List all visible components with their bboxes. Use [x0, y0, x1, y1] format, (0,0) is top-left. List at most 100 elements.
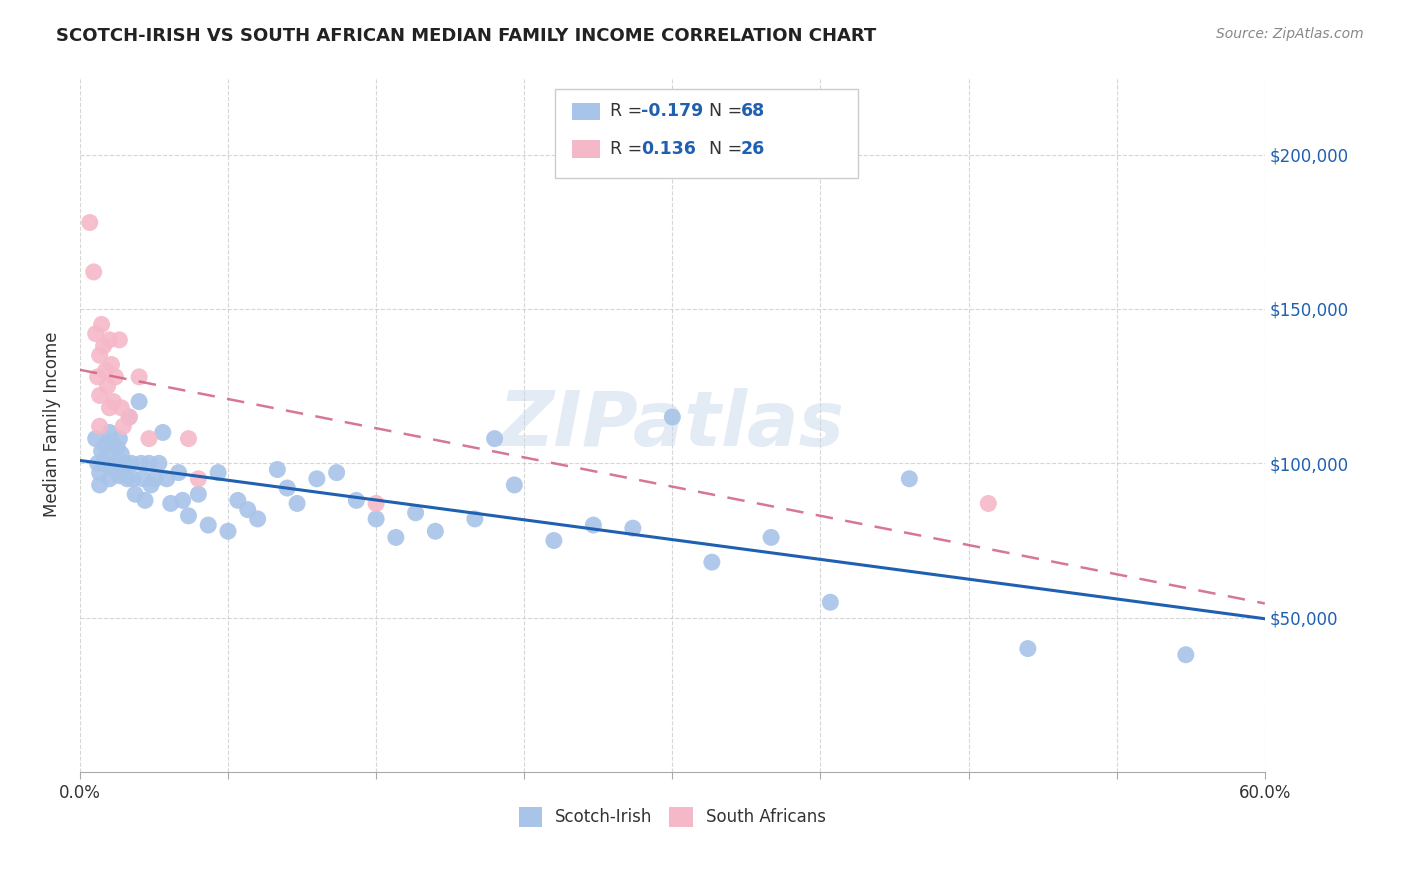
Point — [98, 333, 121, 347]
Point — [325, 466, 347, 480]
Point — [172, 493, 194, 508]
Point — [207, 466, 229, 480]
Point — [266, 462, 288, 476]
Point — [138, 432, 160, 446]
Point — [197, 518, 219, 533]
Point — [84, 326, 107, 341]
Point — [122, 472, 145, 486]
Point — [405, 506, 427, 520]
Point — [128, 394, 150, 409]
Point — [89, 388, 111, 402]
Point — [977, 496, 1000, 510]
Point — [385, 530, 408, 544]
Point — [503, 478, 526, 492]
Point — [112, 462, 135, 476]
Point — [187, 487, 209, 501]
Point — [96, 379, 118, 393]
Point — [86, 370, 108, 384]
Text: 0.136: 0.136 — [641, 140, 696, 158]
Point — [820, 595, 842, 609]
Point — [129, 456, 152, 470]
Text: N =: N = — [709, 140, 748, 158]
Point — [226, 493, 249, 508]
Legend: Scotch-Irish, South Africans: Scotch-Irish, South Africans — [512, 801, 832, 833]
Point — [152, 425, 174, 440]
Point — [132, 472, 155, 486]
Point — [177, 432, 200, 446]
Point — [139, 478, 162, 492]
Point — [425, 524, 447, 539]
Point — [89, 478, 111, 492]
Point — [96, 450, 118, 465]
Point — [759, 530, 782, 544]
Point — [117, 472, 139, 486]
Point — [90, 318, 112, 332]
Point — [103, 456, 125, 470]
Point — [700, 555, 723, 569]
Point — [105, 441, 128, 455]
Text: N =: N = — [709, 103, 748, 120]
Point — [156, 472, 179, 486]
Point — [110, 401, 132, 415]
Point — [100, 434, 122, 449]
Text: R =: R = — [610, 140, 648, 158]
Text: -0.179: -0.179 — [641, 103, 703, 120]
Point — [898, 472, 921, 486]
Point — [148, 456, 170, 470]
Point — [236, 502, 259, 516]
Point — [143, 472, 166, 486]
Point — [93, 456, 115, 470]
Point — [621, 521, 644, 535]
Point — [98, 401, 121, 415]
Point — [110, 447, 132, 461]
Point — [108, 468, 131, 483]
Point — [246, 512, 269, 526]
Point — [94, 364, 117, 378]
Point — [285, 496, 308, 510]
Y-axis label: Median Family Income: Median Family Income — [44, 332, 60, 517]
Point — [114, 456, 136, 470]
Point — [124, 487, 146, 501]
Text: SCOTCH-IRISH VS SOUTH AFRICAN MEDIAN FAMILY INCOME CORRELATION CHART: SCOTCH-IRISH VS SOUTH AFRICAN MEDIAN FAM… — [56, 27, 876, 45]
Text: 26: 26 — [741, 140, 765, 158]
Point — [217, 524, 239, 539]
Point — [86, 456, 108, 470]
Point — [94, 438, 117, 452]
Point — [89, 419, 111, 434]
Point — [1174, 648, 1197, 662]
Point — [89, 348, 111, 362]
Point — [582, 518, 605, 533]
Point — [138, 456, 160, 470]
Point — [98, 425, 121, 440]
Point — [464, 512, 486, 526]
Point — [108, 333, 131, 347]
Point — [128, 370, 150, 384]
Text: 68: 68 — [741, 103, 765, 120]
Text: R =: R = — [610, 103, 648, 120]
Point — [104, 462, 127, 476]
Point — [167, 466, 190, 480]
Point — [84, 432, 107, 446]
Point — [484, 432, 506, 446]
Point — [100, 358, 122, 372]
Point — [661, 410, 683, 425]
Point — [366, 496, 388, 510]
Point — [90, 444, 112, 458]
Point — [89, 466, 111, 480]
Text: Source: ZipAtlas.com: Source: ZipAtlas.com — [1216, 27, 1364, 41]
Text: ZIPatlas: ZIPatlas — [499, 388, 845, 462]
Point — [543, 533, 565, 548]
Point — [104, 370, 127, 384]
Point — [83, 265, 105, 279]
Point — [118, 410, 141, 425]
Point — [103, 394, 125, 409]
Point — [112, 419, 135, 434]
Point — [305, 472, 328, 486]
Point — [98, 472, 121, 486]
Point — [79, 215, 101, 229]
Point — [134, 493, 156, 508]
Point — [118, 410, 141, 425]
Point — [276, 481, 298, 495]
Point — [93, 339, 115, 353]
Point — [177, 508, 200, 523]
